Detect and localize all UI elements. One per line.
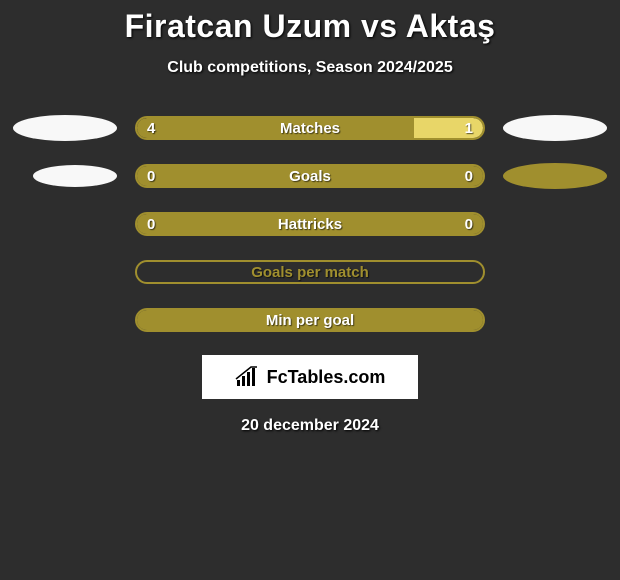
stat-label: Goals	[137, 166, 483, 186]
oval-spacer	[503, 259, 607, 285]
page-title: Firatcan Uzum vs Aktaş	[125, 8, 496, 45]
stat-value-right: 0	[465, 214, 473, 234]
oval-spacer	[13, 259, 117, 285]
brand-text: FcTables.com	[267, 367, 386, 388]
stat-bar: Goals per match	[135, 260, 485, 284]
date-label: 20 december 2024	[241, 417, 379, 435]
stat-label: Min per goal	[137, 310, 483, 330]
stat-row-goals-per-match: Goals per match	[0, 259, 620, 285]
oval-spacer	[13, 211, 117, 237]
chart-icon	[235, 366, 261, 388]
oval-spacer	[503, 307, 607, 333]
stat-label: Hattricks	[137, 214, 483, 234]
stat-rows: 4 Matches 1 0 Goals 0 0 Hattricks	[0, 115, 620, 333]
stat-value-right: 1	[465, 118, 473, 138]
stat-row-hattricks: 0 Hattricks 0	[0, 211, 620, 237]
stat-row-min-per-goal: Min per goal	[0, 307, 620, 333]
comparison-infographic: Firatcan Uzum vs Aktaş Club competitions…	[0, 0, 620, 435]
brand-badge: FcTables.com	[202, 355, 418, 399]
player-oval-left	[13, 115, 117, 141]
stat-value-right: 0	[465, 166, 473, 186]
stat-row-goals: 0 Goals 0	[0, 163, 620, 189]
page-subtitle: Club competitions, Season 2024/2025	[167, 59, 452, 77]
stat-bar: 0 Goals 0	[135, 164, 485, 188]
stat-label: Matches	[137, 118, 483, 138]
stat-row-matches: 4 Matches 1	[0, 115, 620, 141]
oval-spacer	[503, 211, 607, 237]
stat-bar: Min per goal	[135, 308, 485, 332]
player-oval-right	[503, 163, 607, 189]
stat-label: Goals per match	[137, 262, 483, 282]
player-oval-left	[33, 165, 117, 187]
stat-bar: 4 Matches 1	[135, 116, 485, 140]
player-oval-right	[503, 115, 607, 141]
oval-spacer	[13, 307, 117, 333]
stat-bar: 0 Hattricks 0	[135, 212, 485, 236]
